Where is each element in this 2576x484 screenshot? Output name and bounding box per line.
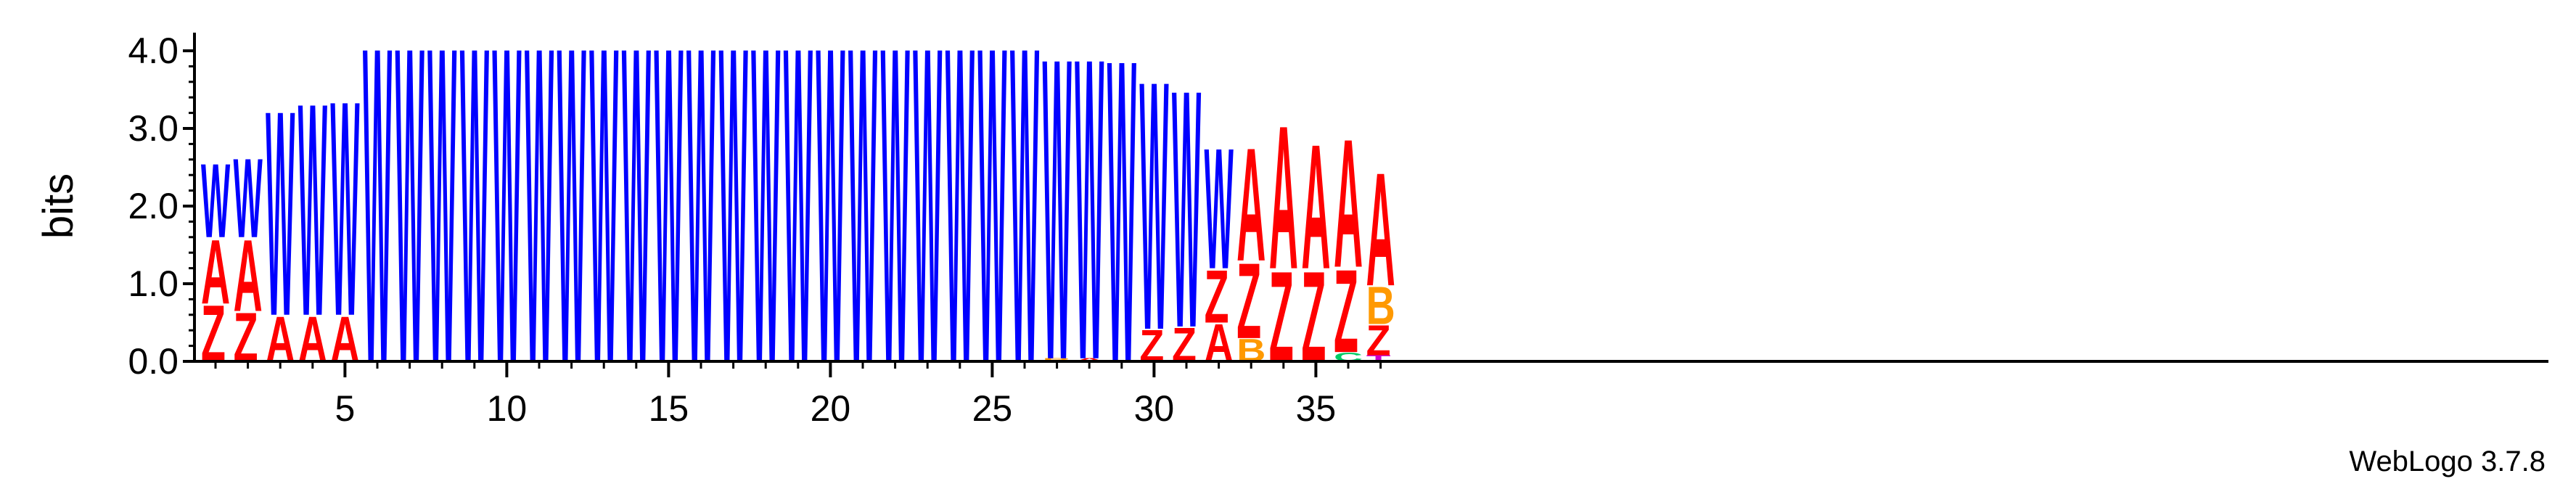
logo-letter-w-pos-14: W [622, 0, 652, 458]
logo-letter-a-pos-37: A [1366, 140, 1395, 320]
logo-letter-w-pos-20: W [816, 0, 845, 458]
logo-letter-w-pos-7: W [395, 0, 425, 458]
logo-letter-z-pos-36: Z [1334, 245, 1358, 377]
x-tick-label: 35 [1296, 388, 1337, 429]
logo-letter-z-pos-31: Z [1172, 318, 1197, 372]
logo-letter-z-pos-35: Z [1301, 244, 1326, 389]
logo-letter-w-pos-9: W [460, 0, 490, 458]
y-tick-label: 0.0 [128, 341, 179, 382]
logo-letter-w-pos-10: W [492, 0, 522, 458]
logo-letter-z-pos-37: Z [1366, 317, 1391, 365]
axes: 0.0 1.0 2.0 3.0 4.0 bits 5 10 15 20 25 30 35 [35, 30, 2548, 429]
logo-letter-w-pos-8: W [427, 0, 457, 458]
logo-letter-w-pos-29: W [1107, 0, 1137, 454]
x-tick-label: 5 [335, 388, 355, 429]
logo-letter-z-pos-1: Z [201, 288, 226, 379]
logo-letter-w-pos-5: W [330, 37, 360, 380]
plot-area: ZAWZAWAWAWAWWWWWWWWWWWWWWWWWWWWWWBWAWWZW… [201, 0, 1395, 458]
logo-letter-a-pos-35: A [1301, 107, 1330, 306]
y-axis-label: bits [35, 173, 82, 239]
logo-letter-w-pos-1: W [201, 141, 230, 260]
y-tick-label: 2.0 [128, 186, 179, 226]
weblogo-credit: WebLogo 3.7.8 [2349, 446, 2546, 477]
logo-letter-w-pos-27: W [1043, 0, 1072, 451]
logo-letter-w-pos-22: W [881, 0, 911, 458]
logo-letter-w-pos-4: W [298, 40, 328, 380]
logo-letter-z-pos-2: Z [234, 298, 258, 377]
logo-letter-b-pos-37: B [1366, 276, 1395, 336]
logo-letter-w-pos-6: W [363, 0, 393, 458]
logo-letter-w-pos-15: W [654, 0, 684, 458]
x-tick-label: 15 [649, 388, 689, 429]
logo-letter-w-pos-21: W [848, 0, 878, 458]
logo-letter-w-pos-25: W [977, 0, 1007, 458]
x-tick-label: 20 [811, 388, 851, 429]
logo-letter-w-pos-31: W [1172, 20, 1202, 399]
logo-letter-w-pos-32: W [1205, 112, 1234, 305]
logo-letter-w-pos-26: W [1010, 0, 1040, 458]
logo-letter-w-pos-30: W [1139, 7, 1169, 404]
logo-letter-w-pos-17: W [719, 0, 749, 458]
logo-letter-w-pos-3: W [266, 49, 295, 377]
logo-letter-z-pos-33: Z [1236, 240, 1261, 361]
logo-letter-w-pos-23: W [913, 0, 943, 458]
x-tick-label: 10 [487, 388, 528, 429]
logo-letter-w-pos-16: W [686, 0, 716, 458]
logo-letter-z-pos-34: Z [1269, 244, 1294, 389]
logo-letter-w-pos-13: W [589, 0, 619, 458]
y-tick-label: 4.0 [128, 30, 179, 71]
logo-letter-a-pos-1: A [201, 221, 230, 323]
logo-letter-a-pos-36: A [1334, 100, 1363, 305]
x-tick-label: 30 [1134, 388, 1175, 429]
logo-letter-w-pos-12: W [557, 0, 587, 458]
logo-letter-w-pos-28: W [1075, 0, 1104, 451]
logo-letter-a-pos-2: A [234, 218, 263, 333]
x-tick-label: 25 [972, 388, 1013, 429]
logo-letter-w-pos-11: W [525, 0, 554, 458]
logo-letter-w-pos-24: W [946, 0, 975, 458]
logo-letter-w-pos-18: W [751, 0, 781, 458]
y-tick-label: 3.0 [128, 108, 179, 149]
logo-letter-a-pos-33: A [1236, 115, 1266, 295]
logo-letter-a-pos-34: A [1269, 84, 1298, 313]
logo-letter-z-pos-30: Z [1139, 321, 1164, 372]
logo-letter-w-pos-19: W [784, 0, 813, 458]
y-tick-label: 1.0 [128, 263, 179, 304]
logo-letter-w-pos-2: W [234, 135, 263, 262]
logo-letter-z-pos-32: Z [1205, 255, 1229, 339]
